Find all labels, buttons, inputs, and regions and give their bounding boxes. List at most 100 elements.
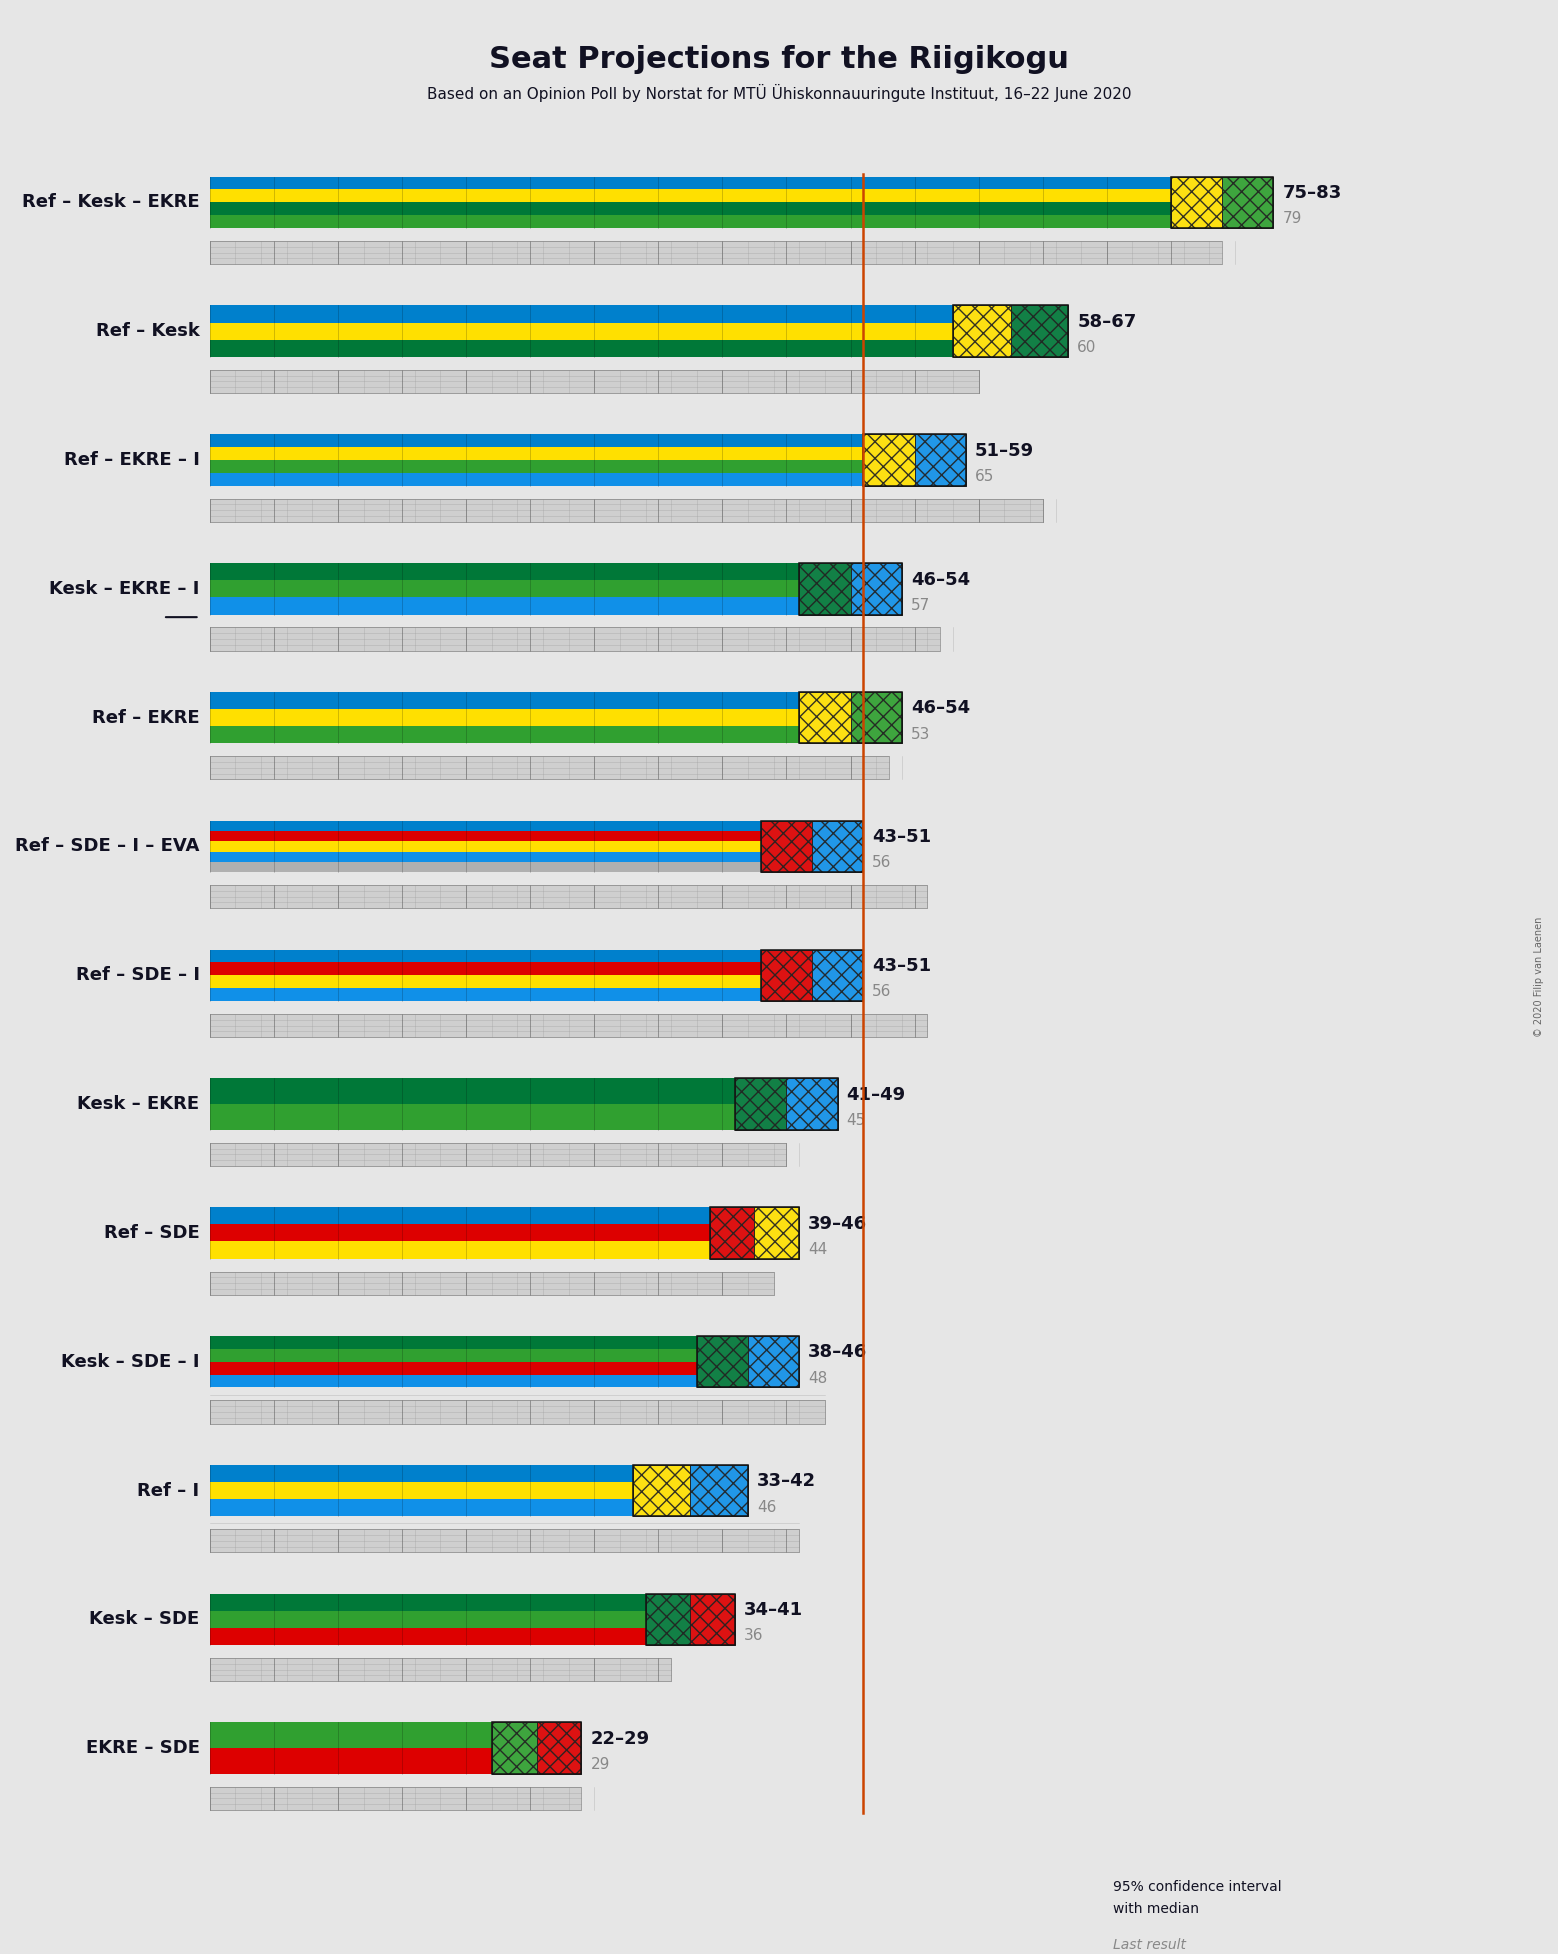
Bar (210, 1362, 696, 1374)
Bar (210, 852, 760, 862)
Bar (210, 340, 953, 358)
Bar (754, 1208, 799, 1258)
Bar (210, 1749, 492, 1774)
Bar (210, 190, 1172, 203)
Bar (210, 176, 1172, 190)
Text: Seat Projections for the Riigikogu: Seat Projections for the Riigikogu (489, 45, 1069, 74)
Bar (210, 1481, 633, 1499)
Text: Kesk – SDE – I: Kesk – SDE – I (61, 1352, 199, 1370)
Text: 56: 56 (872, 985, 891, 998)
Bar (210, 989, 760, 1000)
Bar (210, 627, 939, 651)
Bar (709, 1208, 754, 1258)
Bar (210, 1721, 492, 1749)
Bar (1005, 1876, 1061, 1919)
Bar (1172, 176, 1273, 229)
Bar (210, 305, 953, 322)
Bar (1005, 1876, 1106, 1919)
Bar (210, 1143, 787, 1167)
Text: EKRE – SDE: EKRE – SDE (86, 1739, 199, 1757)
Bar (953, 305, 1011, 358)
Bar (210, 563, 799, 580)
Bar (1221, 176, 1273, 229)
Text: 39–46: 39–46 (809, 1215, 868, 1233)
Bar (851, 563, 902, 616)
Bar (210, 1079, 735, 1104)
Bar (735, 1079, 838, 1129)
Bar (210, 1499, 633, 1516)
Bar (210, 447, 863, 459)
Text: Kesk – EKRE: Kesk – EKRE (78, 1094, 199, 1114)
Text: © 2020 Filip van Laenen: © 2020 Filip van Laenen (1535, 916, 1544, 1038)
Bar (210, 1659, 671, 1680)
Bar (633, 1466, 748, 1516)
Bar (210, 1659, 671, 1680)
Text: 46: 46 (757, 1499, 776, 1514)
Bar (210, 203, 1172, 215)
Bar (210, 756, 890, 780)
Bar (210, 1530, 799, 1551)
Text: 56: 56 (872, 856, 891, 870)
Text: 34–41: 34–41 (745, 1600, 804, 1620)
Bar (1172, 176, 1221, 229)
Text: 41–49: 41–49 (846, 1086, 905, 1104)
Text: 48: 48 (809, 1370, 827, 1385)
Bar (210, 1610, 645, 1628)
Bar (787, 1079, 838, 1129)
Bar (210, 1014, 927, 1038)
Bar (210, 842, 760, 852)
Text: 65: 65 (975, 469, 994, 485)
Bar (799, 692, 902, 743)
Bar (799, 692, 851, 743)
Text: 58–67: 58–67 (1077, 313, 1137, 330)
Text: 46–54: 46–54 (911, 571, 971, 588)
Bar (812, 821, 863, 871)
Bar (210, 1272, 774, 1296)
Bar (210, 1272, 774, 1296)
Text: 44: 44 (809, 1243, 827, 1256)
Bar (210, 1241, 709, 1258)
Bar (863, 434, 915, 487)
Bar (760, 821, 863, 871)
Text: Ref – Kesk: Ref – Kesk (95, 322, 199, 340)
Bar (210, 1143, 787, 1167)
Text: 43–51: 43–51 (872, 828, 932, 846)
Bar (210, 598, 799, 616)
Bar (210, 627, 939, 651)
Text: Ref – EKRE: Ref – EKRE (92, 709, 199, 727)
Text: 60: 60 (1077, 340, 1097, 356)
Bar (492, 1721, 536, 1774)
Bar (210, 369, 978, 393)
Bar (210, 1786, 581, 1809)
Bar (645, 1594, 690, 1645)
Bar (210, 756, 890, 780)
Bar (210, 1628, 645, 1645)
Bar (799, 563, 851, 616)
Bar (210, 885, 927, 909)
Bar (210, 830, 760, 842)
Bar (953, 305, 1069, 358)
Bar (492, 1721, 581, 1774)
Text: 45: 45 (846, 1114, 866, 1127)
Text: Based on an Opinion Poll by Norstat for MTÜ Ühiskonnauuringute Instituut, 16–22 : Based on an Opinion Poll by Norstat for … (427, 84, 1131, 102)
Bar (210, 369, 978, 393)
Bar (210, 1104, 735, 1129)
Text: 36: 36 (745, 1628, 763, 1643)
Bar (210, 1786, 581, 1809)
Bar (851, 692, 902, 743)
Bar (210, 498, 1042, 522)
Bar (915, 434, 966, 487)
Bar (210, 963, 760, 975)
Bar (210, 240, 1221, 264)
Text: 22–29: 22–29 (590, 1729, 650, 1749)
Bar (210, 1337, 696, 1348)
Bar (863, 434, 966, 487)
Bar (760, 821, 812, 871)
Text: 95% confidence interval: 95% confidence interval (1114, 1880, 1282, 1893)
Bar (210, 1208, 709, 1225)
Bar (633, 1466, 690, 1516)
Text: Last result: Last result (1114, 1938, 1186, 1952)
Bar (1005, 1934, 1106, 1954)
Bar (210, 1225, 709, 1241)
Bar (210, 473, 863, 487)
